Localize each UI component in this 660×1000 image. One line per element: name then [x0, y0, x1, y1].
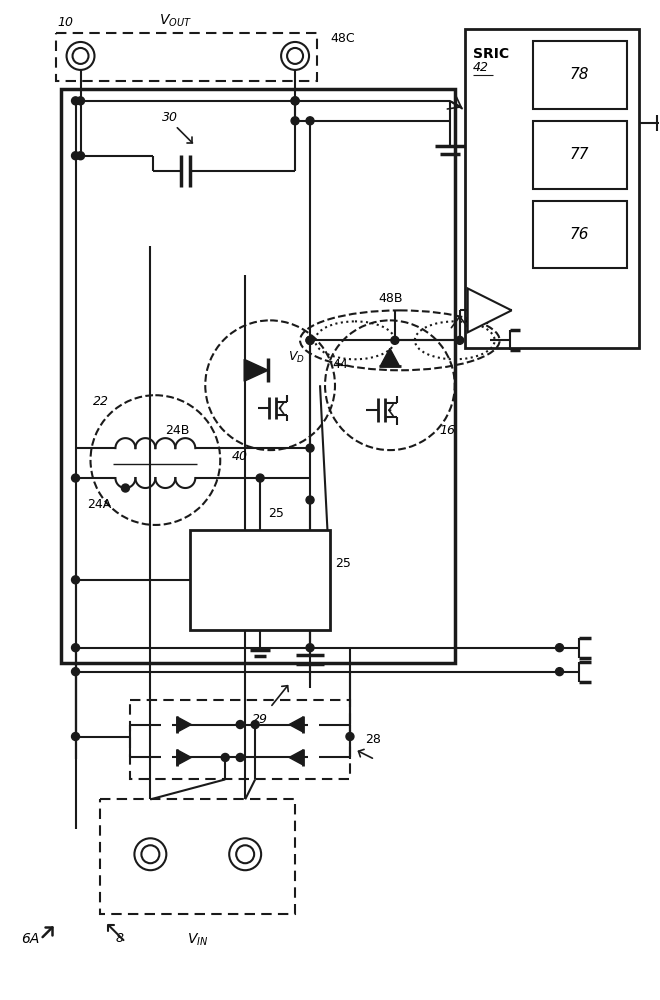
Bar	[533, 41, 628, 109]
Circle shape	[71, 474, 79, 482]
Circle shape	[251, 721, 259, 729]
Circle shape	[306, 444, 314, 452]
Text: $V_D$: $V_D$	[288, 350, 305, 365]
Text: 25: 25	[335, 557, 351, 570]
Polygon shape	[244, 359, 268, 381]
Circle shape	[291, 117, 299, 125]
Text: 6A: 6A	[21, 932, 40, 946]
Text: SRIC: SRIC	[473, 47, 509, 61]
Circle shape	[71, 152, 79, 160]
Bar	[465, 29, 640, 348]
Text: 77: 77	[570, 147, 589, 162]
Circle shape	[306, 336, 314, 344]
Polygon shape	[289, 750, 304, 765]
Polygon shape	[380, 348, 400, 366]
Circle shape	[306, 644, 314, 652]
Circle shape	[256, 474, 264, 482]
Text: 29: 29	[252, 713, 268, 726]
Circle shape	[71, 576, 79, 584]
Text: 24B: 24B	[166, 424, 189, 437]
Polygon shape	[289, 717, 304, 732]
Text: 30: 30	[162, 111, 178, 124]
Circle shape	[77, 152, 84, 160]
Text: 76: 76	[570, 227, 589, 242]
Bar	[61, 89, 455, 663]
Polygon shape	[177, 750, 191, 765]
Circle shape	[236, 721, 244, 729]
Circle shape	[346, 733, 354, 740]
Circle shape	[556, 644, 564, 652]
Circle shape	[291, 97, 299, 105]
Circle shape	[71, 733, 79, 740]
Text: 78: 78	[570, 67, 589, 82]
Text: 42: 42	[473, 61, 488, 74]
Circle shape	[391, 336, 399, 344]
Circle shape	[456, 336, 464, 344]
Circle shape	[71, 97, 79, 105]
Text: 79: 79	[482, 307, 497, 317]
Polygon shape	[468, 288, 512, 332]
Text: 25: 25	[268, 507, 284, 520]
Bar	[100, 799, 295, 914]
Bar	[533, 121, 628, 189]
Circle shape	[306, 336, 314, 344]
Circle shape	[291, 97, 299, 105]
Circle shape	[556, 668, 564, 676]
Bar	[190, 530, 330, 630]
Text: $V_{IN}$: $V_{IN}$	[187, 932, 208, 948]
Circle shape	[306, 496, 314, 504]
Circle shape	[236, 753, 244, 761]
Bar	[131, 700, 350, 779]
Bar	[55, 33, 317, 81]
Text: 48C: 48C	[330, 32, 354, 45]
Circle shape	[77, 97, 84, 105]
Text: 44: 44	[332, 358, 348, 371]
Text: 8: 8	[115, 932, 123, 945]
Bar	[533, 201, 628, 268]
Text: 22: 22	[92, 395, 108, 408]
Text: 48A: 48A	[465, 314, 489, 327]
Circle shape	[121, 484, 129, 492]
Circle shape	[306, 117, 314, 125]
Text: 控制器: 控制器	[248, 561, 273, 575]
Text: 16: 16	[440, 424, 456, 437]
Text: 40: 40	[232, 450, 248, 463]
Circle shape	[71, 644, 79, 652]
Polygon shape	[177, 717, 191, 732]
Circle shape	[71, 668, 79, 676]
Text: $V_{OUT}$: $V_{OUT}$	[159, 13, 192, 29]
Text: 10: 10	[57, 16, 73, 29]
Text: 48B: 48B	[378, 292, 403, 305]
Text: 24A: 24A	[88, 498, 112, 511]
Text: 12A: 12A	[248, 591, 273, 604]
Circle shape	[221, 753, 229, 761]
Text: 28: 28	[365, 733, 381, 746]
